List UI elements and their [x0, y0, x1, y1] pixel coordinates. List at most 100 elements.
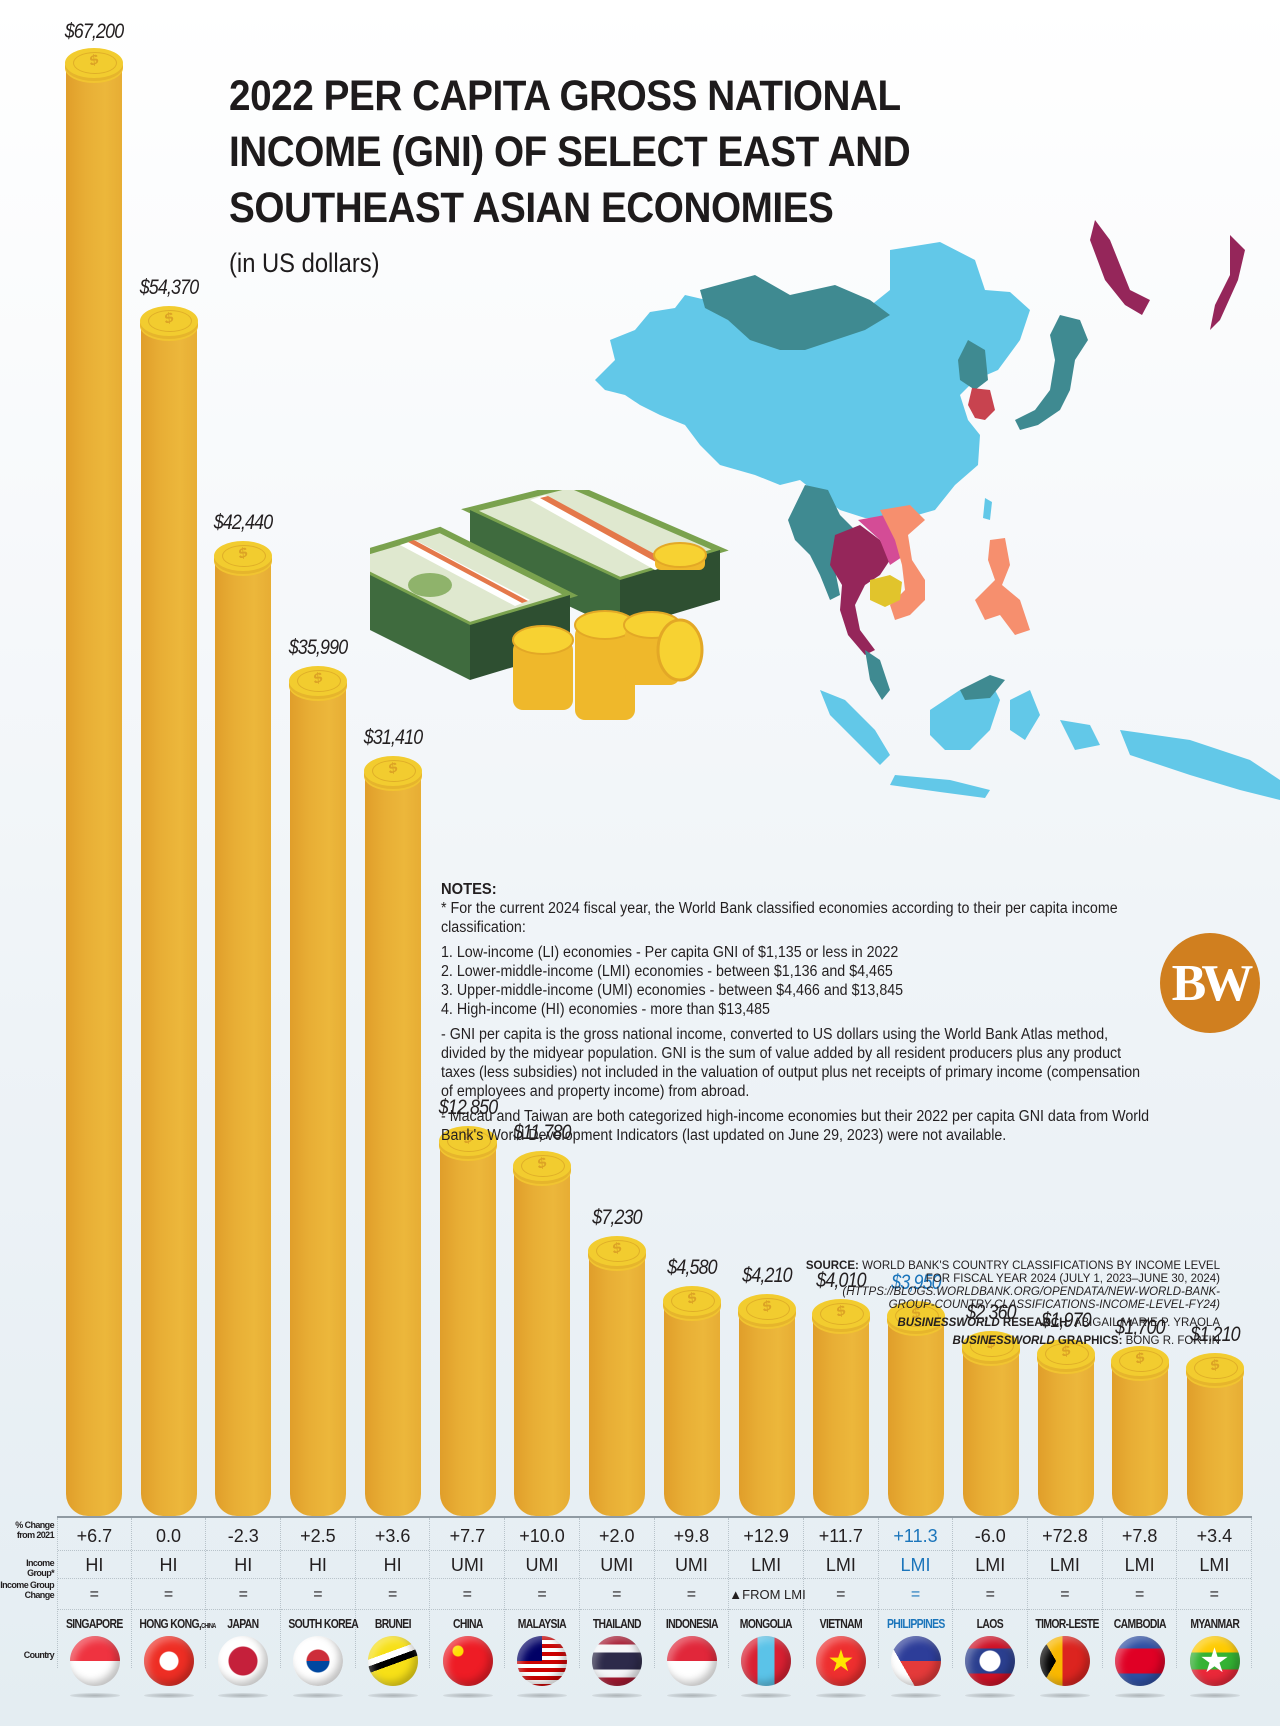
row-header-income-group-change: Income Group Change: [0, 1580, 54, 1600]
income-group-change: =: [654, 1579, 729, 1610]
table-column-cambodia: +7.8 LMI = CAMBODIA: [1102, 1518, 1178, 1698]
pct-change: +2.0: [579, 1522, 654, 1551]
map-thailand: [830, 525, 890, 655]
coin-icon: [812, 1299, 870, 1329]
table-column-myanmar: +3.4 LMI = MYANMAR ★: [1177, 1518, 1253, 1698]
bar-vietnam: [812, 1299, 870, 1516]
income-group-change: =: [58, 1579, 131, 1610]
income-group: UMI: [430, 1551, 505, 1579]
flag-shadow: [666, 1693, 717, 1698]
value-label-japan: $42,440: [213, 511, 273, 534]
coin-icon: [439, 1126, 497, 1156]
bar-mongolia: [738, 1294, 796, 1516]
coin-icon: [887, 1301, 945, 1331]
income-group: UMI: [505, 1551, 579, 1579]
flag-shadow: [143, 1693, 194, 1698]
graphics-credit: BUSINESSWORLD GRAPHICS: BONG R. FORTIN: [952, 1335, 1220, 1347]
coin-icon: [289, 666, 347, 696]
source-line-1: SOURCE: WORLD BANK'S COUNTRY CLASSIFICAT…: [805, 1260, 1220, 1272]
income-group-change: =: [1102, 1579, 1177, 1610]
income-group: LMI: [878, 1551, 953, 1579]
coin-icon: [663, 1286, 721, 1316]
macau-taiwan-note: - Macau and Taiwan are both categorized …: [441, 1108, 1150, 1144]
table-column-japan: -2.3 HI = JAPAN: [206, 1518, 282, 1698]
myanmar-flag-icon: ★: [1189, 1636, 1240, 1686]
title-line-1: 2022 PER CAPITA GROSS NATIONAL: [229, 72, 901, 120]
bar-timor-leste: [1037, 1339, 1095, 1516]
pct-change: +2.5: [281, 1522, 355, 1551]
table-column-south-korea: +2.5 HI = SOUTH KOREA: [281, 1518, 359, 1698]
coin-icon: [588, 1236, 646, 1266]
philippines-flag-icon: [890, 1636, 941, 1686]
source-url-1: (HTTPS://BLOGS.WORLDBANK.ORG/OPENDATA/NE…: [842, 1286, 1220, 1298]
coin-icon: [214, 541, 272, 571]
pct-change: +12.9: [729, 1522, 803, 1551]
value-label-cambodia: $1,700: [1115, 1316, 1165, 1339]
bar-south-korea: [289, 666, 347, 1516]
income-group: LMI: [804, 1551, 878, 1579]
coin-icon: [65, 48, 123, 78]
flag-shadow: [1040, 1693, 1091, 1698]
pct-change: +11.3: [878, 1522, 953, 1551]
source-credits: SOURCE: WORLD BANK'S COUNTRY CLASSIFICAT…: [700, 1260, 1220, 1348]
map-south-korea: [968, 388, 995, 420]
indonesia-flag-icon: [666, 1636, 717, 1686]
value-label-myanmar: $1,210: [1190, 1323, 1240, 1346]
country-name: JAPAN: [227, 1616, 260, 1631]
flag-shadow: [442, 1693, 493, 1698]
flag-shadow: [1189, 1693, 1240, 1698]
value-label-vietnam: $4,010: [816, 1269, 866, 1292]
income-group: LMI: [953, 1551, 1028, 1579]
bar-cambodia: [1111, 1346, 1169, 1516]
coin-icon: [513, 1151, 571, 1181]
pct-change: +3.4: [1177, 1522, 1252, 1551]
income-group-change: =: [804, 1579, 878, 1610]
bar-japan: [214, 541, 272, 1516]
map-mongolia: [700, 275, 890, 350]
row-header-income-group: Income Group*: [26, 1558, 55, 1578]
table-column-brunei: +3.6 HI = BRUNEI: [355, 1518, 431, 1698]
country-name: LAOS: [977, 1616, 1004, 1631]
classification-item: 1. Low-income (LI) economies - Per capit…: [441, 944, 899, 961]
table-column-laos: -6.0 LMI = LAOS: [953, 1518, 1029, 1698]
pct-change: +7.7: [430, 1522, 505, 1551]
country-name: BRUNEI: [374, 1616, 412, 1631]
notes-section: NOTES: * For the current 2024 fiscal yea…: [441, 880, 1159, 1151]
income-group: LMI: [1177, 1551, 1252, 1579]
east-asia-map-illustration: [595, 220, 1280, 800]
value-label-singapore: $67,200: [64, 20, 124, 43]
map-philippines: [975, 538, 1030, 635]
table-column-timor-leste: +72.8 LMI = TIMOR-LESTE: [1028, 1518, 1103, 1698]
flag-shadow: [591, 1693, 642, 1698]
table-column-hong-kong: 0.0 HI = HONG KONG,CHINA: [131, 1518, 216, 1698]
table-column-thailand: +2.0 UMI = THAILAND: [579, 1518, 655, 1698]
income-group-change: =: [1177, 1579, 1252, 1610]
income-group: LMI: [729, 1551, 803, 1579]
income-group-change: =: [131, 1579, 206, 1610]
income-group: HI: [206, 1551, 281, 1579]
south-korea-flag-icon: [293, 1636, 344, 1686]
table-column-singapore: +6.7 HI = SINGAPORE: [57, 1518, 132, 1698]
table-column-philippines: +11.3 LMI = PHILIPPINES: [878, 1518, 954, 1698]
timor-leste-flag-icon: [1040, 1636, 1091, 1686]
pct-change: +10.0: [505, 1522, 579, 1551]
thailand-flag-icon: [591, 1636, 642, 1686]
table-column-vietnam: +11.7 LMI = VIETNAM ★: [804, 1518, 879, 1698]
notes-intro: * For the current 2024 fiscal year, the …: [441, 900, 1118, 936]
pct-change: +72.8: [1028, 1522, 1102, 1551]
income-group: LMI: [1102, 1551, 1177, 1579]
country-name: MONGOLIA: [740, 1616, 793, 1631]
flag-shadow: [70, 1693, 120, 1698]
flag-shadow: [293, 1693, 344, 1698]
bar-laos: [962, 1331, 1020, 1516]
title-line-2: INCOME (GNI) OF SELECT EAST AND: [229, 128, 911, 176]
classification-item: 3. Upper-middle-income (UMI) economies -…: [441, 982, 904, 999]
income-group: UMI: [654, 1551, 729, 1579]
pct-change: -2.3: [206, 1522, 281, 1551]
pct-change: +6.7: [58, 1522, 131, 1551]
flag-shadow: [367, 1693, 418, 1698]
coin-icon: [364, 756, 422, 786]
bar-singapore: [65, 48, 123, 1516]
value-label-timor-leste: $1,970: [1041, 1309, 1091, 1332]
research-credit: BUSINESSWORLD RESEARCH: ABIGAIL MARIE P.…: [897, 1317, 1220, 1329]
